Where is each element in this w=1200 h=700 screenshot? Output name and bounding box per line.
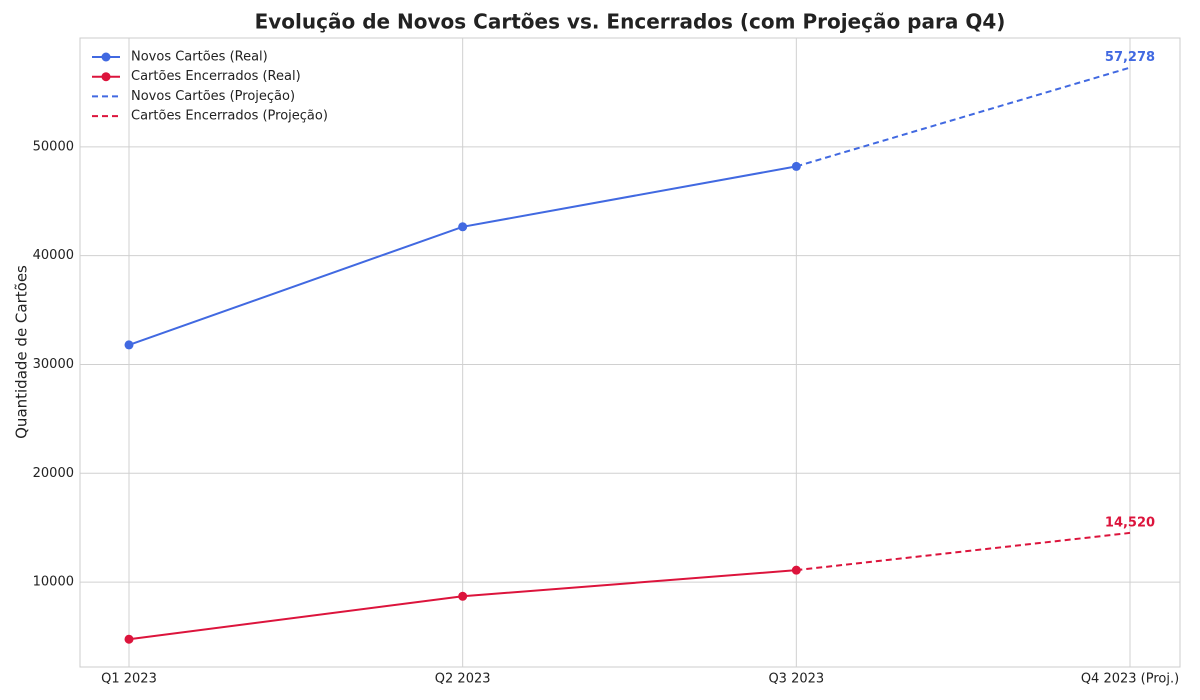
point <box>458 591 468 601</box>
point <box>458 222 468 232</box>
legend-marker <box>101 72 111 82</box>
legend-marker <box>101 52 111 62</box>
y-tick-label: 40000 <box>33 248 74 263</box>
legend-label: Novos Cartões (Projeção) <box>131 89 295 104</box>
y-tick-label: 20000 <box>33 466 74 481</box>
y-tick-label: 10000 <box>33 575 74 590</box>
legend-label: Cartões Encerrados (Real) <box>131 69 301 84</box>
series-line <box>796 66 1131 168</box>
series-line <box>796 531 1131 572</box>
value-label: 14,520 <box>1105 515 1155 530</box>
y-tick-label: 50000 <box>33 139 74 154</box>
x-tick-label: Q4 2023 (Proj.) <box>1081 672 1179 687</box>
plot-area <box>79 37 1181 668</box>
point <box>124 634 134 644</box>
x-tick-label: Q3 2023 <box>768 672 824 687</box>
y-tick-label: 30000 <box>33 357 74 372</box>
legend-label: Novos Cartões (Real) <box>131 50 268 65</box>
x-tick-label: Q2 2023 <box>435 672 491 687</box>
point <box>124 340 134 350</box>
value-label: 57,278 <box>1105 50 1155 65</box>
y-axis-label: Quantidade de Cartões <box>13 265 31 439</box>
x-tick-label: Q1 2023 <box>101 672 157 687</box>
chart-title: Evolução de Novos Cartões vs. Encerrados… <box>255 10 1006 34</box>
legend-label: Cartões Encerrados (Projeção) <box>131 109 328 124</box>
